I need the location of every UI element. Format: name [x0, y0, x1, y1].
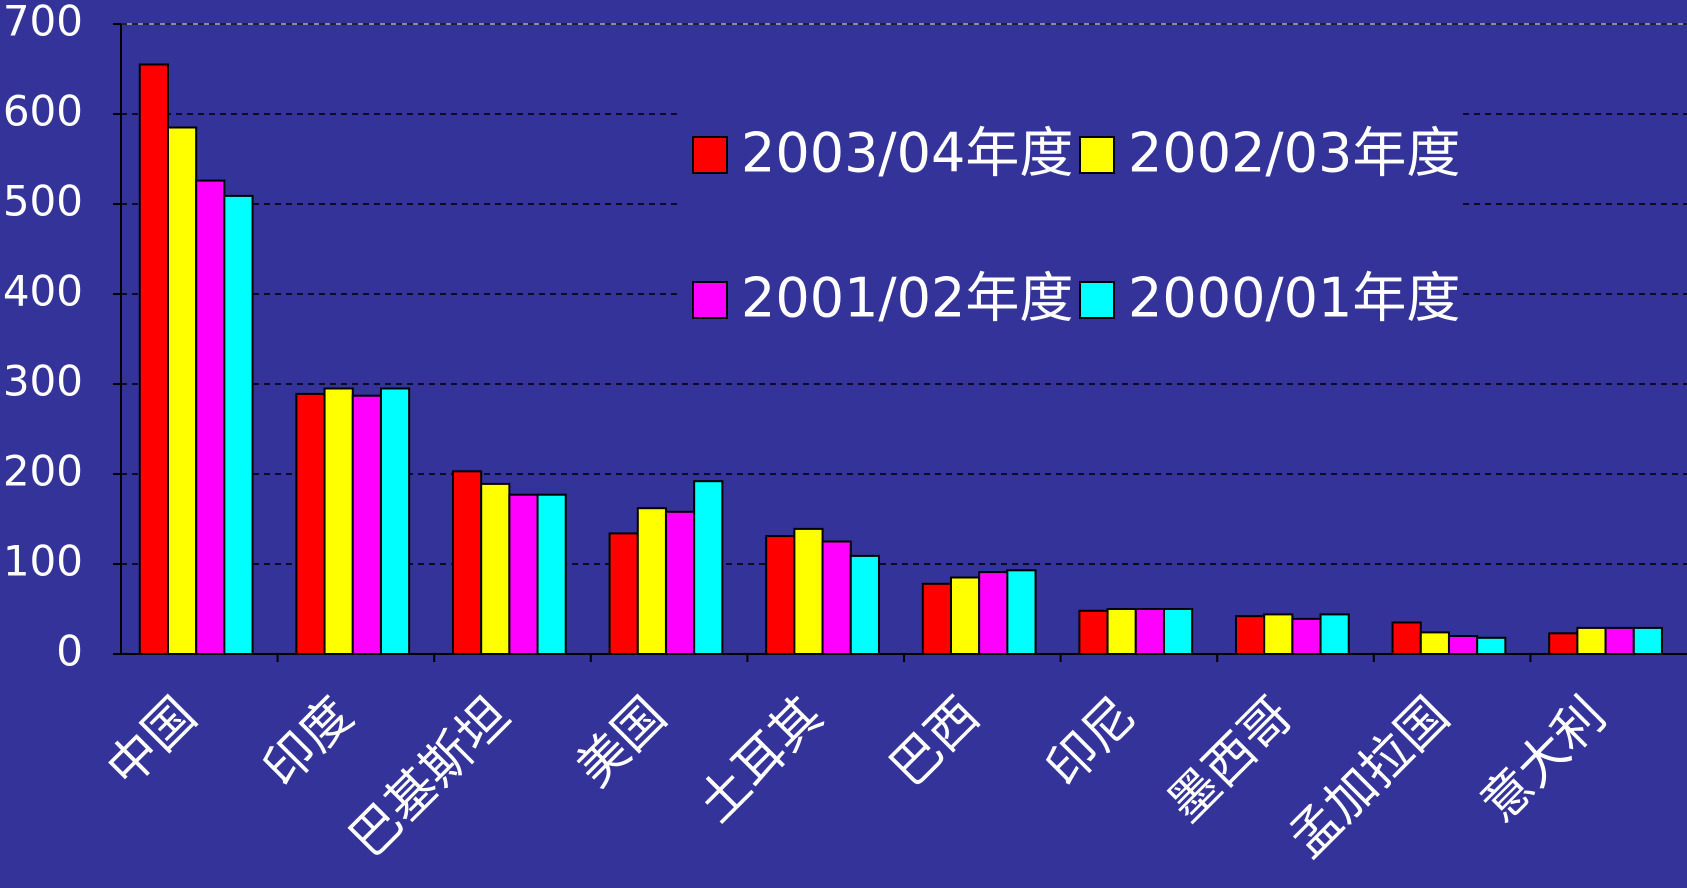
- bar: [1234, 615, 1266, 656]
- x-tick-label: 印度: [252, 686, 364, 798]
- bar: [1632, 626, 1663, 656]
- legend-box: [678, 102, 1458, 334]
- x-tick-label: 美国: [565, 686, 677, 798]
- bar: [636, 507, 667, 656]
- legend-label: 2000/01年度: [1128, 267, 1460, 330]
- bar: [793, 527, 824, 656]
- bar: [1006, 569, 1037, 655]
- bar: [138, 63, 169, 655]
- bar: [765, 535, 796, 655]
- bar: [323, 387, 354, 655]
- legend-label: 2003/04年度: [741, 122, 1073, 185]
- bar: [536, 493, 567, 656]
- bar: [821, 540, 852, 655]
- bar: [480, 482, 511, 655]
- legend-swatch: [692, 281, 728, 319]
- bar: [508, 493, 539, 656]
- y-tick-label: 700: [3, 0, 83, 46]
- bar: [1419, 631, 1450, 656]
- bar: [664, 510, 696, 655]
- bar: [608, 532, 639, 656]
- bar: [1604, 626, 1635, 656]
- x-tick-label: 意大利: [1470, 686, 1617, 833]
- bar: [1134, 608, 1165, 655]
- y-tick-label: 100: [3, 537, 83, 586]
- bar: [1291, 617, 1322, 656]
- x-tick-label: 土耳其: [687, 686, 834, 833]
- bar: [223, 194, 254, 655]
- bar: [295, 392, 326, 655]
- bar: [195, 179, 226, 655]
- y-tick-label: 200: [3, 447, 83, 496]
- bar: [379, 387, 411, 655]
- bar: [949, 576, 981, 655]
- legend-label: 2002/03年度: [1128, 122, 1460, 185]
- x-tick-label: 印尼: [1035, 686, 1147, 798]
- bar: [849, 554, 880, 656]
- x-tick-label: 墨西哥: [1156, 686, 1303, 833]
- legend-swatch: [1079, 281, 1115, 319]
- bar: [978, 571, 1009, 655]
- bar: [1391, 621, 1422, 655]
- legend-swatch: [1079, 136, 1115, 174]
- bar: [921, 582, 952, 655]
- bar: [1447, 635, 1479, 655]
- bar: [1476, 636, 1507, 655]
- y-tick-label: 500: [3, 177, 83, 226]
- bar: [1078, 609, 1109, 655]
- y-tick-label: 600: [3, 87, 83, 136]
- y-tick-label: 300: [3, 357, 83, 406]
- bar: [351, 394, 382, 655]
- legend-label: 2001/02年度: [741, 267, 1073, 330]
- x-tick-label: 巴西: [879, 686, 991, 798]
- bar: [1319, 613, 1350, 656]
- bar: [166, 126, 198, 655]
- legend-swatch: [692, 136, 728, 174]
- y-tick-label: 400: [3, 267, 83, 316]
- x-tick-label: 孟加拉国: [1278, 686, 1460, 868]
- bar: [451, 470, 483, 655]
- bar: [1576, 626, 1607, 656]
- bar: [1106, 608, 1137, 655]
- y-tick-label: 0: [56, 627, 83, 676]
- bar: [1162, 608, 1194, 655]
- bar: [1263, 613, 1294, 656]
- x-tick-label: 中国: [96, 686, 208, 798]
- bar: [693, 480, 724, 656]
- bar: [1548, 632, 1579, 655]
- x-tick-label: 巴基斯坦: [338, 686, 520, 868]
